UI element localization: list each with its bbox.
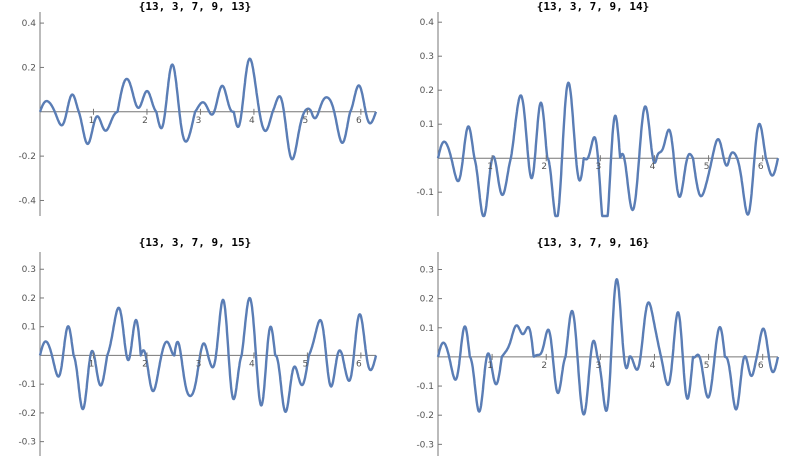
x-tick-label: 5 — [704, 361, 710, 371]
x-tick-label: 4 — [650, 162, 656, 172]
y-tick-label: -0.1 — [18, 380, 36, 390]
x-tick-label: 4 — [650, 361, 656, 371]
y-tick-label: 0.2 — [22, 63, 36, 73]
line-plot: -0.3 -0.2 -0.1 0.1 0.2 0.3 1 2 3 4 5 6 — [416, 252, 780, 456]
series-line — [38, 57, 378, 161]
y-tick-label: 0.3 — [420, 265, 434, 275]
y-tick-label: 0.2 — [22, 294, 36, 304]
x-tick-label: 4 — [249, 359, 255, 369]
x-tick-label: 1 — [89, 116, 95, 126]
series-line — [436, 81, 780, 218]
y-tick-label: 0.1 — [420, 324, 434, 334]
y-tick-label: -0.1 — [416, 188, 434, 198]
y-tick-label: 0.1 — [22, 323, 36, 333]
chart-title: {13, 3, 7, 9, 15} — [138, 236, 252, 249]
series-line — [436, 278, 780, 416]
y-tick-label: 0.2 — [420, 295, 434, 305]
x-tick-label: 2 — [541, 162, 547, 172]
x-tick-label: 1 — [89, 359, 95, 369]
x-tick-label: 5 — [303, 359, 309, 369]
x-tick-label: 2 — [541, 361, 547, 371]
x-tick-label: 1 — [487, 162, 493, 172]
chart-title: {13, 3, 7, 9, 13} — [138, 0, 252, 13]
y-tick-label: 0.4 — [420, 18, 435, 28]
y-tick-label: 0.3 — [22, 265, 36, 275]
x-tick-label: 3 — [196, 116, 202, 126]
y-tick-label: -0.1 — [416, 382, 434, 392]
y-tick-label: 0.4 — [22, 19, 37, 29]
line-plot: -0.3 -0.2 -0.1 0.1 0.2 0.3 1 2 3 4 5 6 — [18, 252, 378, 456]
x-tick-label: 6 — [356, 116, 362, 126]
chart-panel: {13, 3, 7, 9, 14} -0.1 0.1 0.2 0.3 0.4 1 2 3 4 5 6 — [398, 0, 788, 228]
chart-title: {13, 3, 7, 9, 14} — [536, 0, 650, 13]
x-tick-label: 6 — [758, 162, 764, 172]
x-tick-label: 3 — [196, 359, 202, 369]
x-tick-label: 2 — [142, 359, 148, 369]
x-tick-label: 1 — [487, 361, 493, 371]
x-tick-label: 3 — [595, 162, 601, 172]
series-line — [38, 296, 378, 413]
x-tick-label: 3 — [595, 361, 601, 371]
y-tick-label: -0.3 — [18, 438, 36, 448]
chart-panel: {13, 3, 7, 9, 13} -0.4 -0.2 0.2 0.4 1 2 3 4 5 6 — [0, 0, 390, 228]
line-plot: -0.4 -0.2 0.2 0.4 1 2 3 4 5 6 — [18, 12, 378, 216]
x-tick-label: 5 — [704, 162, 710, 172]
line-plot: -0.1 0.1 0.2 0.3 0.4 1 2 3 4 5 6 — [416, 12, 780, 218]
y-tick-label: 0.3 — [420, 52, 434, 62]
y-tick-label: -0.2 — [416, 411, 434, 421]
y-tick-label: -0.4 — [18, 196, 36, 206]
y-tick-label: 0.1 — [420, 120, 434, 130]
x-tick-label: 2 — [142, 116, 148, 126]
x-tick-label: 6 — [758, 361, 764, 371]
chart-panel: {13, 3, 7, 9, 16} -0.3 -0.2 -0.1 0.1 0.2 0.3 1… — [398, 236, 788, 464]
chart-panel: {13, 3, 7, 9, 15} -0.3 -0.2 -0.1 0.1 0.2 0.3 1… — [0, 236, 390, 464]
y-tick-label: -0.3 — [416, 440, 434, 450]
x-tick-label: 5 — [303, 116, 309, 126]
x-tick-label: 6 — [356, 359, 362, 369]
chart-title: {13, 3, 7, 9, 16} — [536, 236, 650, 249]
y-tick-label: -0.2 — [18, 409, 36, 419]
y-tick-label: -0.2 — [18, 152, 36, 162]
y-tick-label: 0.2 — [420, 86, 434, 96]
x-tick-label: 4 — [249, 116, 255, 126]
